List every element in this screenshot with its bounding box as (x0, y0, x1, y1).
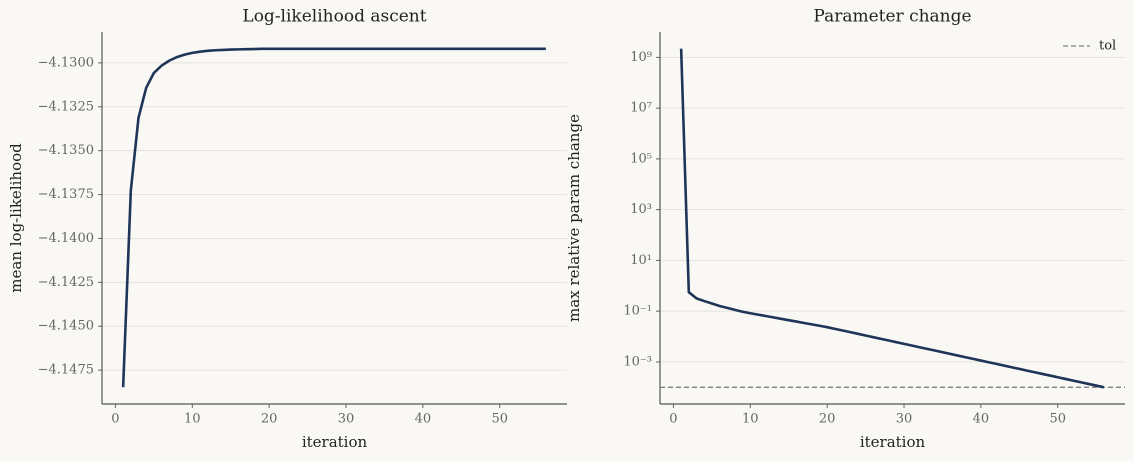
x-tick-label: 20 (261, 412, 278, 427)
x-tick-label: 20 (819, 412, 836, 427)
y-tick-label: −4.1300 (38, 55, 94, 70)
y-tick-label: 10³ (630, 202, 652, 217)
y-tick-label: 10¹ (630, 253, 652, 268)
y-tick-label: −4.1350 (38, 143, 94, 158)
x-tick-label: 30 (896, 412, 913, 427)
y-tick-label: −4.1425 (38, 275, 94, 290)
y-tick-label: −4.1450 (38, 319, 94, 334)
y-axis-label: max relative param change (565, 114, 583, 322)
y-tick-label: 10⁷ (630, 101, 652, 116)
x-tick-label: 10 (742, 412, 759, 427)
x-tick-label: 30 (338, 412, 355, 427)
y-tick-label: −4.1325 (38, 99, 94, 114)
y-tick-label: −4.1475 (38, 363, 94, 378)
data-line (679, 48, 1105, 389)
chart-title: Parameter change (813, 7, 971, 27)
y-tick-label: −4.1400 (38, 231, 94, 246)
data-line (121, 47, 546, 388)
y-tick-label: 10⁵ (630, 151, 652, 166)
x-tick-label: 50 (491, 412, 508, 427)
x-tick-label: 10 (184, 412, 201, 427)
x-axis-label: iteration (860, 433, 926, 451)
y-axis-label: mean log-likelihood (7, 143, 25, 293)
x-tick-label: 40 (973, 412, 990, 427)
x-axis-label: iteration (302, 433, 368, 451)
chart-title: Log-likelihood ascent (242, 7, 426, 27)
legend-label: tol (1099, 39, 1116, 54)
y-tick-label: −4.1375 (38, 187, 94, 202)
y-tick-label: 10⁻¹ (623, 304, 652, 319)
y-tick-label: 10⁹ (630, 50, 652, 65)
x-tick-label: 40 (415, 412, 432, 427)
x-tick-label: 0 (669, 412, 677, 427)
x-tick-label: 0 (111, 412, 119, 427)
y-tick-label: 10⁻³ (623, 354, 652, 369)
x-tick-label: 50 (1049, 412, 1066, 427)
